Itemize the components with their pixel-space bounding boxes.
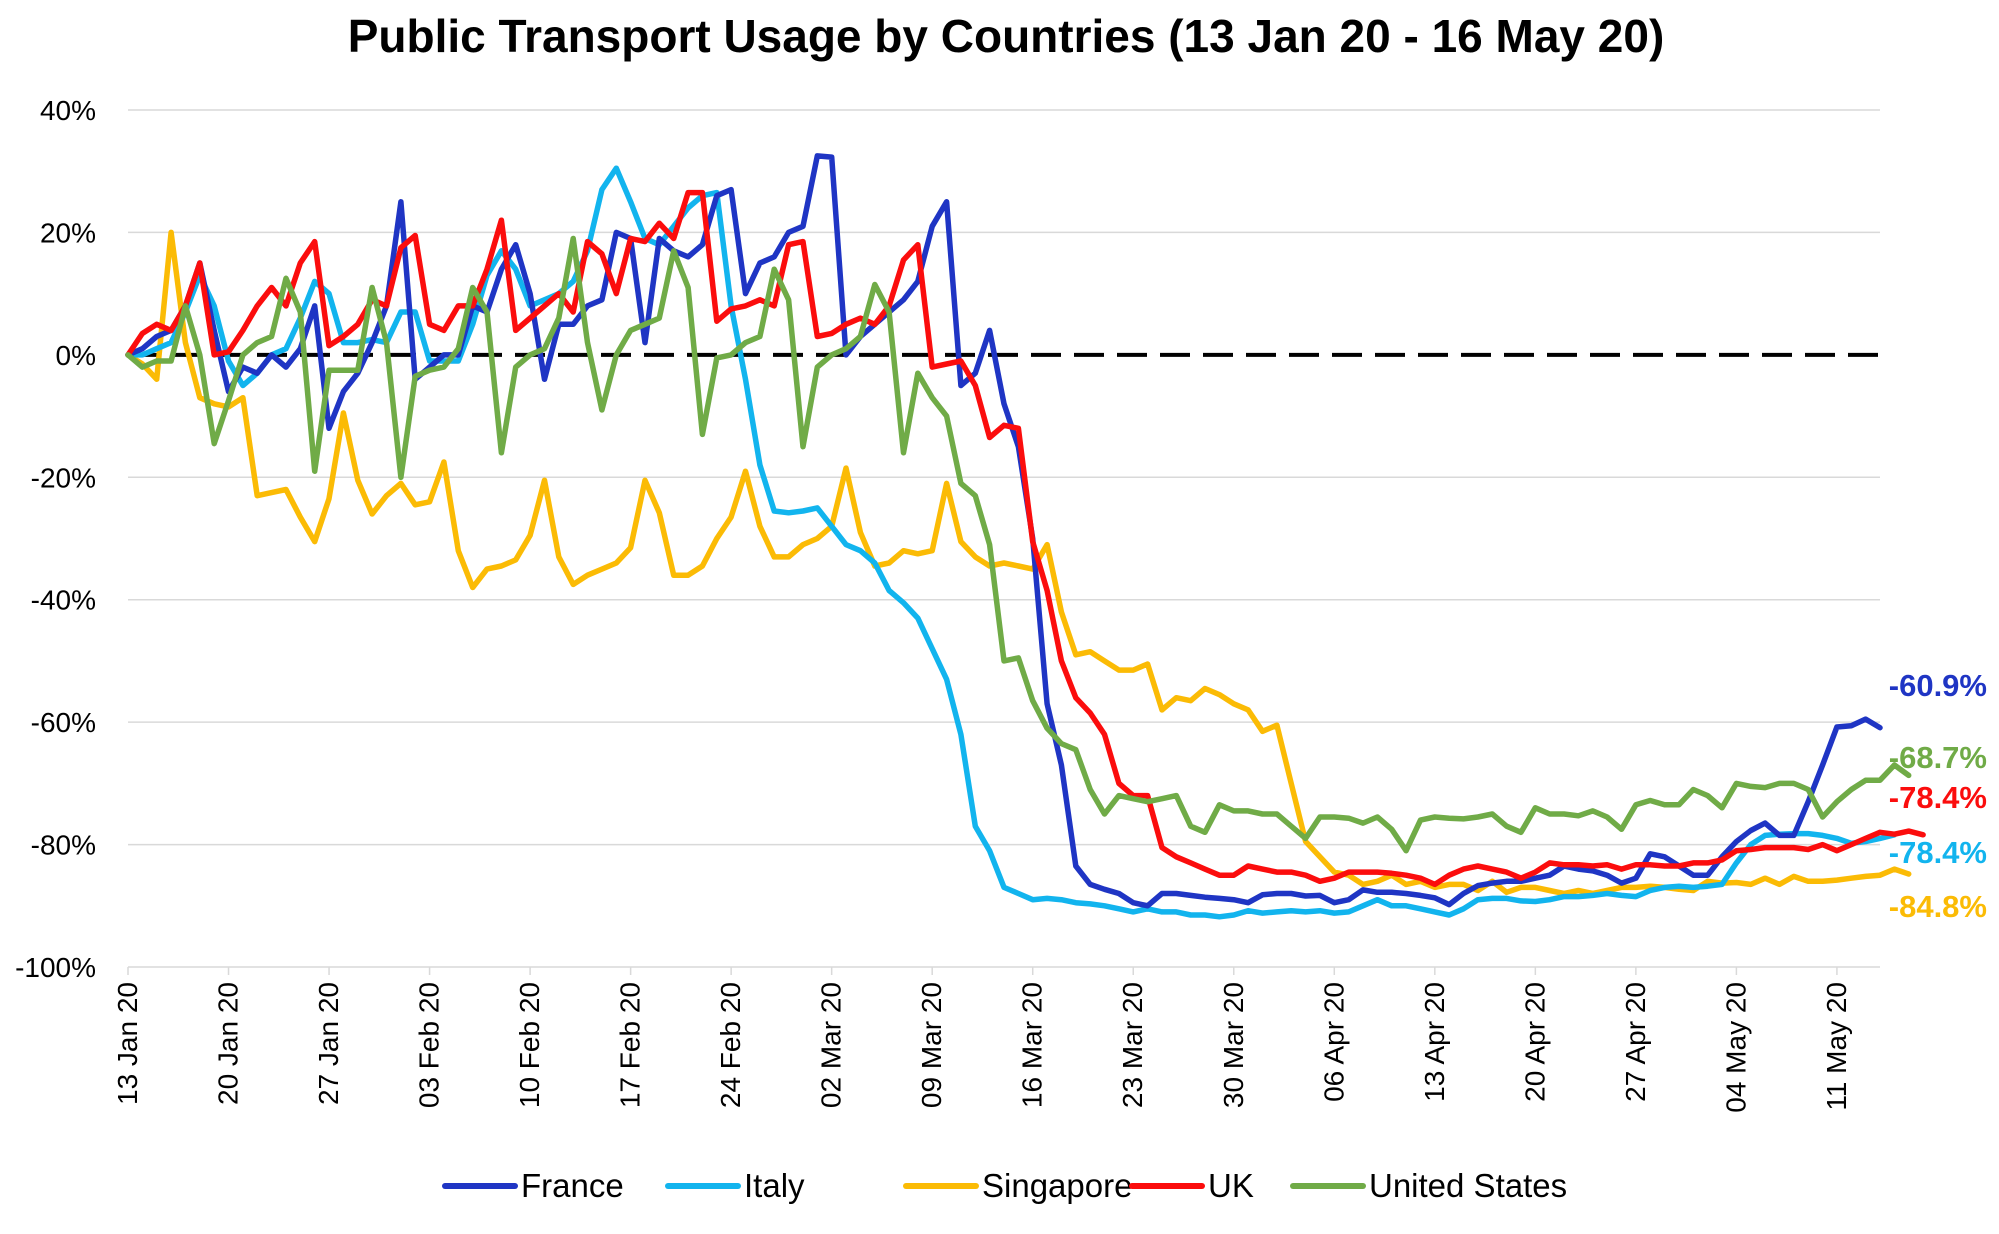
x-tick-label: 24 Feb 20 — [715, 982, 746, 1108]
y-tick-label: 40% — [40, 95, 96, 126]
series-line-france — [125, 153, 1883, 909]
y-tick-label: -40% — [31, 585, 96, 616]
x-tick-label: 27 Apr 20 — [1620, 982, 1651, 1102]
end-label-united-states: -68.7% — [1889, 740, 1987, 775]
series-end-labels: -60.9% -78.4% -84.8% -78.4% -68.7% — [1889, 668, 1987, 924]
x-tick-label: 13 Apr 20 — [1419, 982, 1450, 1102]
y-tick-label: -60% — [31, 707, 96, 738]
series-line-singapore — [125, 229, 1912, 897]
series-line-united-states — [125, 235, 1912, 854]
x-tick-label: 11 May 20 — [1821, 982, 1852, 1111]
x-tick-label: 13 Jan 20 — [112, 982, 143, 1105]
x-tick-label: 03 Feb 20 — [414, 982, 445, 1108]
x-tick-label: 16 Mar 20 — [1017, 982, 1048, 1108]
y-tick-label: -20% — [31, 462, 96, 493]
y-tick-label: 20% — [40, 217, 96, 248]
end-label-italy: -78.4% — [1889, 835, 1987, 870]
series-lines — [125, 153, 1926, 920]
x-tick-label: 09 Mar 20 — [916, 982, 947, 1108]
series-line-uk — [125, 189, 1926, 888]
x-tick-label: 20 Apr 20 — [1519, 982, 1550, 1102]
gridlines — [127, 109, 1880, 975]
x-tick-label: 17 Feb 20 — [615, 982, 646, 1108]
x-tick-label: 06 Apr 20 — [1318, 982, 1349, 1102]
y-tick-label: -100% — [15, 952, 96, 983]
x-tick-label: 23 Mar 20 — [1117, 982, 1148, 1108]
x-tick-label: 02 Mar 20 — [816, 982, 847, 1108]
legend-label-italy: Italy — [744, 1167, 805, 1204]
y-tick-label: 0% — [56, 340, 96, 371]
x-tick-label: 20 Jan 20 — [213, 982, 244, 1105]
y-tick-label: -80% — [31, 830, 96, 861]
x-tick-label: 30 Mar 20 — [1218, 982, 1249, 1108]
y-axis-tick-labels: 40% 20% 0% -20% -40% -60% -80% -100% — [15, 95, 96, 983]
series-line-italy — [125, 165, 1898, 920]
legend-label-singapore: Singapore — [982, 1167, 1132, 1204]
legend-label-uk: UK — [1208, 1167, 1254, 1204]
end-label-uk: -78.4% — [1889, 780, 1987, 815]
legend-label-united-states: United States — [1369, 1167, 1567, 1204]
end-label-france: -60.9% — [1889, 668, 1987, 703]
x-tick-label: 04 May 20 — [1720, 982, 1751, 1113]
end-label-singapore: -84.8% — [1889, 889, 1987, 924]
x-tick-label: 27 Jan 20 — [313, 982, 344, 1105]
chart-title: Public Transport Usage by Countries (13 … — [348, 10, 1665, 62]
x-tick-label: 10 Feb 20 — [514, 982, 545, 1108]
x-axis-tick-labels: 13 Jan 20 20 Jan 20 27 Jan 20 03 Feb 20 10 F… — [112, 982, 1852, 1113]
legend-label-france: France — [521, 1167, 624, 1204]
legend: France Italy Singapore UK United States — [442, 1167, 1567, 1204]
